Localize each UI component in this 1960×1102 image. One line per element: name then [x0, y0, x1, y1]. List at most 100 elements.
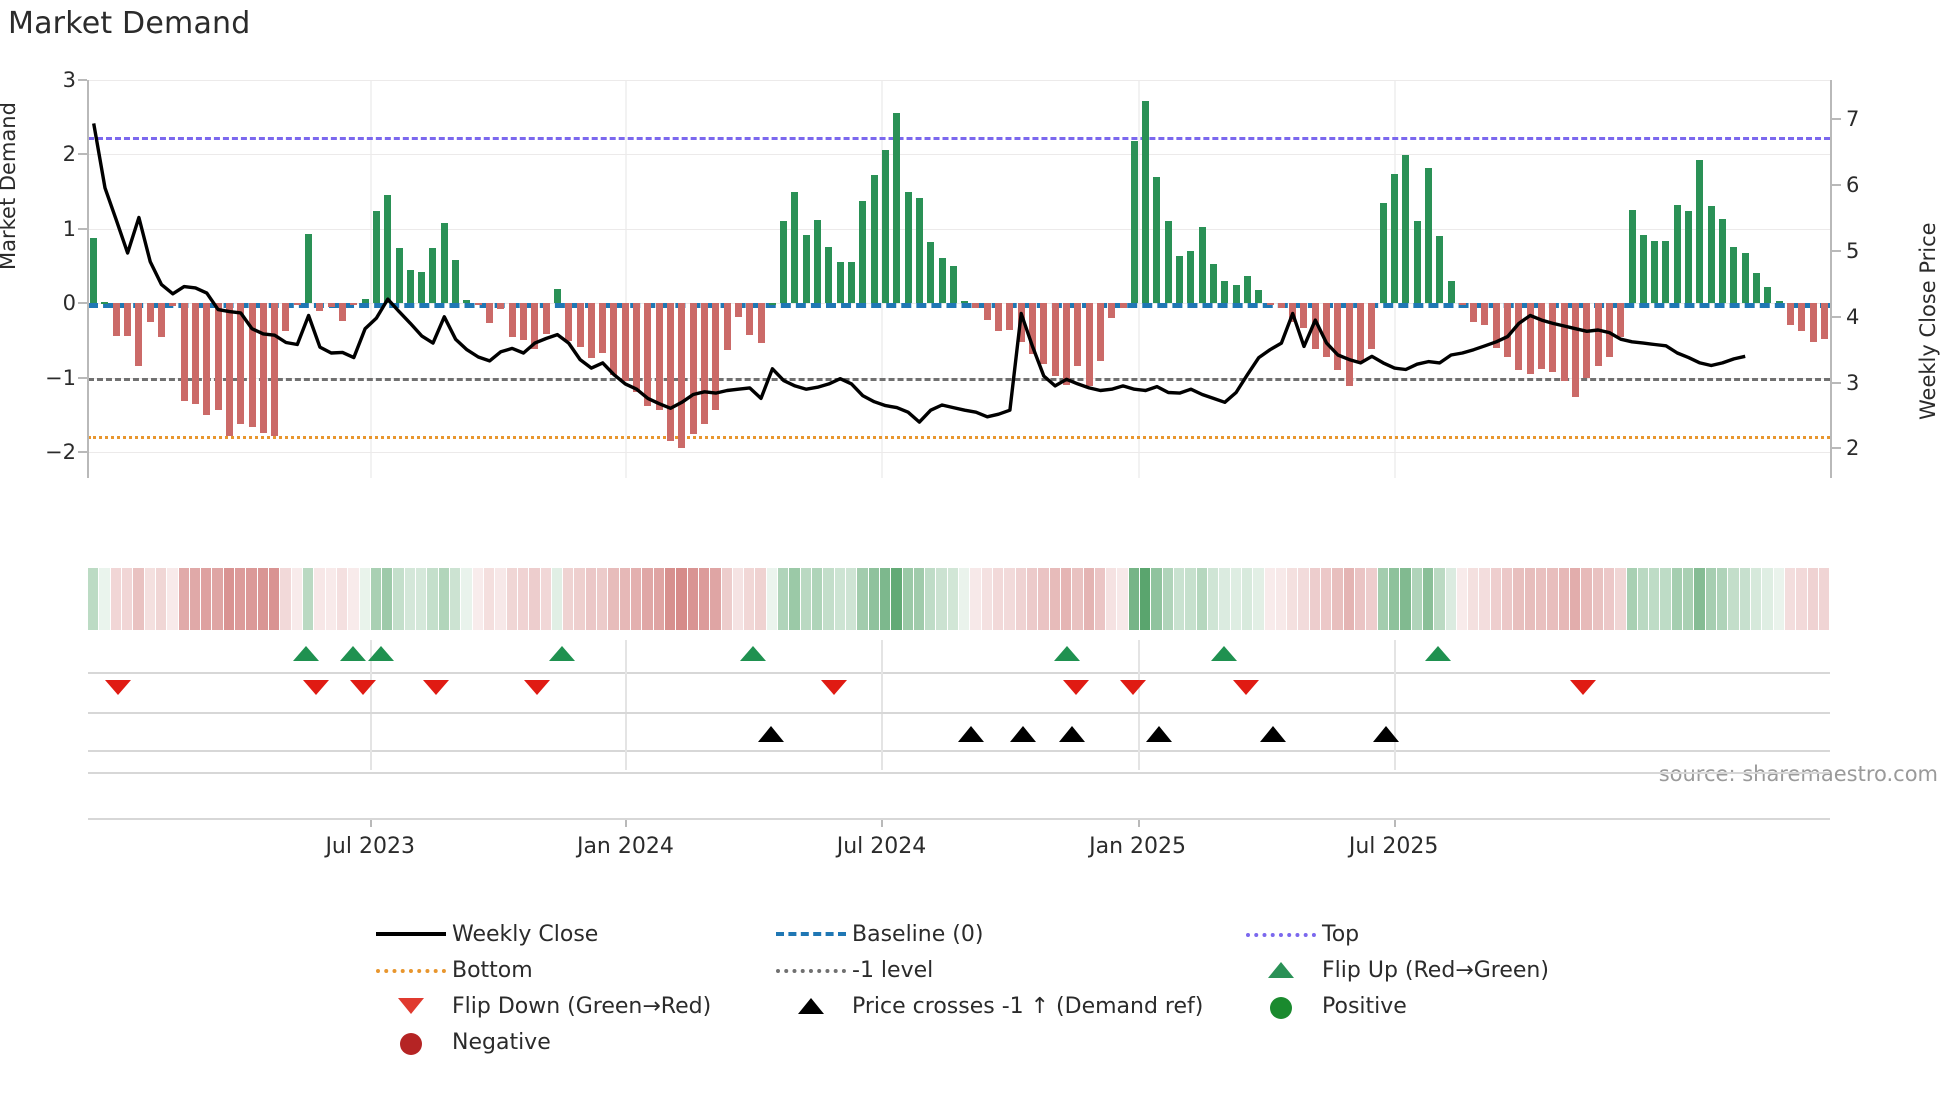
demand-bar [757, 303, 765, 343]
right-axis-spine [1830, 80, 1832, 478]
demand-bar [938, 257, 946, 304]
demand-bar [350, 303, 358, 306]
right-axis-tick [1832, 250, 1841, 253]
flip-down-marker-icon [1062, 680, 1089, 695]
heat-cell [1026, 568, 1039, 630]
reference-line-top [88, 136, 1830, 140]
heat-cell [1807, 568, 1819, 630]
heat-cell [1321, 568, 1333, 630]
price-cross-up-marker-icon [1010, 726, 1037, 742]
demand-bar [1232, 285, 1240, 304]
heat-cell [913, 568, 926, 630]
x-gridline [370, 80, 373, 478]
demand-bar [214, 303, 222, 410]
heat-cell [676, 568, 688, 630]
heat-cell [314, 568, 326, 630]
baseline-line-icon [770, 920, 852, 948]
heat-cell [1524, 568, 1536, 630]
heat-cell [348, 568, 360, 630]
x-gridline [625, 80, 628, 478]
main-plot-panel [88, 80, 1830, 478]
demand-bar [1096, 303, 1104, 362]
legend-label: Weekly Close [452, 921, 599, 947]
heat-cell [1343, 568, 1355, 630]
heat-cell [981, 568, 993, 630]
heat-cell [189, 568, 202, 630]
heat-cell [1128, 568, 1141, 630]
demand-bar [1628, 210, 1636, 304]
heat-cell [834, 568, 846, 630]
heat-cell [1581, 568, 1593, 630]
demand-bar [418, 271, 426, 304]
weekly-close-path [92, 123, 1746, 424]
demand-bar [1187, 251, 1195, 304]
demand-bar [1153, 176, 1161, 304]
demand-bar [1051, 303, 1059, 377]
heat-cell [608, 568, 620, 630]
heat-cell [789, 568, 801, 630]
heat-cell [1739, 568, 1751, 630]
demand-bar [203, 303, 211, 415]
x-axis-tick [1393, 818, 1396, 827]
demand-bar [1583, 303, 1591, 378]
heat-cell [1298, 568, 1310, 630]
heat-cell [732, 568, 745, 630]
left-axis-spine [87, 80, 89, 478]
demand-bar [237, 303, 245, 424]
legend-label: Top [1322, 921, 1360, 947]
heat-cell [1230, 568, 1242, 630]
demand-bar [995, 303, 1003, 332]
heat-cell [857, 568, 869, 630]
heat-cell [450, 568, 462, 630]
demand-bar [124, 303, 132, 336]
heat-cell [235, 568, 247, 630]
marker-row-baseline [88, 672, 1830, 674]
marker-rows [88, 640, 1830, 770]
demand-bar [1538, 303, 1546, 369]
right-axis-tick [1832, 381, 1841, 384]
flip-down-marker-icon [104, 680, 131, 695]
heat-cell [1479, 568, 1491, 630]
heat-cell [99, 568, 111, 630]
demand-bar [780, 221, 788, 304]
legend-item-flip-up: Flip Up (Red→Green) [1240, 956, 1640, 984]
heat-cell [382, 568, 394, 630]
demand-bar [599, 303, 607, 353]
heat-cell [619, 568, 631, 630]
price-cross-up-marker-icon [1259, 726, 1286, 742]
left-axis-tick [78, 376, 87, 379]
demand-bar [225, 303, 233, 436]
heat-cell [1106, 568, 1118, 630]
heat-cell [1422, 568, 1435, 630]
demand-bar [678, 303, 686, 449]
heat-cell [1015, 568, 1027, 630]
heat-cell [1592, 568, 1604, 630]
demand-bar [610, 303, 618, 375]
demand-bar [1662, 240, 1670, 304]
left-axis-tick-label: 3 [62, 68, 76, 92]
demand-bar [384, 195, 392, 304]
heat-cell [1502, 568, 1514, 630]
x-gridline [1137, 80, 1140, 478]
demand-bar [1549, 303, 1557, 372]
legend-label: -1 level [852, 957, 934, 983]
flip-up-marker-icon [548, 646, 575, 661]
demand-bar [158, 303, 166, 337]
heat-cell [517, 568, 530, 630]
panel-rule [88, 712, 1830, 714]
x-axis: Jul 2023 Jan 2024 Jul 2024 Jan 2025 Jul 2025 [88, 818, 1830, 878]
demand-bar [1798, 303, 1806, 332]
heat-cell [1445, 568, 1457, 630]
heat-cell [1275, 568, 1288, 630]
heat-cell [1626, 568, 1638, 630]
demand-bar [90, 237, 98, 304]
demand-bar [1119, 303, 1127, 308]
heat-cell [291, 568, 303, 630]
price-cross-up-marker-icon [1059, 726, 1086, 742]
demand-bar [305, 233, 313, 304]
right-axis-tick [1832, 118, 1841, 121]
demand-bar [1368, 303, 1376, 350]
heat-cell [1264, 568, 1276, 630]
demand-bar [1719, 219, 1727, 304]
heat-cell [845, 568, 858, 630]
